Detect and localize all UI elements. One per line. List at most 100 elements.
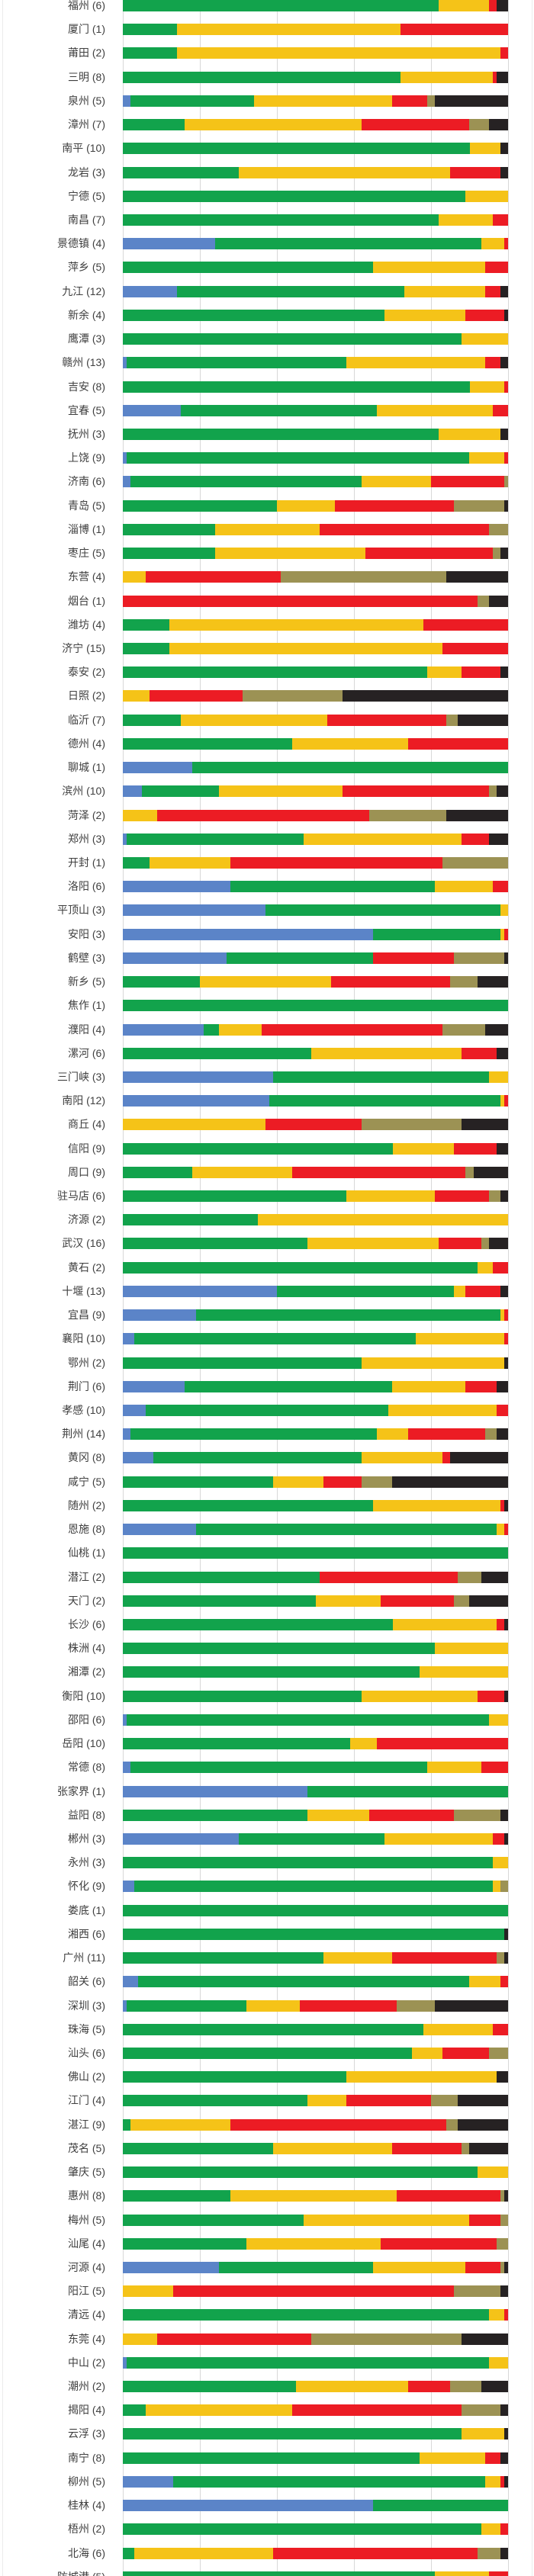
chart-row: 新乡 (5) — [0, 970, 534, 994]
bar-segment-green — [123, 1142, 393, 1155]
bar-segment-blue — [123, 1999, 127, 2012]
bar-segment-red — [492, 214, 508, 226]
stacked-bar — [123, 1214, 508, 1226]
chart-row: 九江 (12) — [0, 280, 534, 304]
bar-segment-black — [503, 1928, 508, 1940]
bar-segment-yellow — [392, 1142, 455, 1155]
bar-segment-yellow — [426, 666, 462, 679]
chart-row: 桂林 (4) — [0, 2494, 534, 2517]
bar-segment-blue — [123, 833, 127, 845]
bar-segment-blue — [123, 452, 127, 464]
bar-segment-green — [127, 2356, 489, 2369]
bar-segment-blue — [123, 1095, 269, 1107]
chart-row: 吉安 (8) — [0, 375, 534, 399]
row-label: 潍坊 (4) — [68, 618, 105, 631]
row-label: 南宁 (8) — [68, 2451, 105, 2464]
row-label: 青岛 (5) — [68, 499, 105, 512]
bar-segment-green — [123, 618, 169, 631]
row-label: 滨州 (10) — [62, 785, 105, 798]
chart-row: 漯河 (6) — [0, 1042, 534, 1065]
chart-row: 湛江 (9) — [0, 2113, 534, 2137]
row-label: 漯河 (6) — [68, 1046, 105, 1059]
bar-segment-black — [342, 690, 508, 702]
chart-row: 潜江 (2) — [0, 1566, 534, 1589]
bar-segment-green — [138, 1976, 470, 1988]
row-label: 荆州 (14) — [62, 1428, 105, 1441]
bar-segment-green — [123, 119, 185, 131]
chart-row: 青岛 (5) — [0, 494, 534, 518]
bar-segment-yellow — [323, 1952, 393, 1964]
bar-segment-green — [123, 214, 439, 226]
bar-segment-blue — [123, 2500, 374, 2512]
chart-row: 深圳 (3) — [0, 1994, 534, 2018]
bar-segment-black — [503, 499, 508, 512]
stacked-bar — [123, 642, 508, 654]
row-label: 湛江 (9) — [68, 2118, 105, 2131]
bar-segment-red — [465, 309, 504, 321]
bar-segment-black — [435, 95, 508, 107]
bar-segment-green — [123, 1261, 478, 1274]
bar-segment-red — [503, 1333, 508, 1345]
bar-segment-yellow — [435, 1643, 508, 1655]
bar-segment-black — [503, 1619, 508, 1630]
row-label: 鹤壁 (3) — [68, 951, 105, 964]
chart-row: 濮阳 (4) — [0, 1018, 534, 1042]
bar-segment-red — [503, 1524, 508, 1536]
bar-segment-green — [123, 2214, 304, 2226]
bar-segment-tan — [462, 2404, 500, 2417]
plot-border-left — [2, 0, 3, 2576]
row-label: 珠海 (5) — [68, 2022, 105, 2035]
bar-segment-red — [362, 119, 470, 131]
stacked-bar — [123, 1976, 508, 1988]
bar-segment-yellow — [277, 499, 335, 512]
bar-segment-green — [123, 976, 200, 988]
bar-segment-blue — [123, 785, 143, 798]
bar-segment-yellow — [435, 881, 493, 893]
stacked-bar — [123, 1023, 508, 1036]
row-label: 岳阳 (10) — [62, 1737, 105, 1750]
stacked-bar — [123, 190, 508, 202]
stacked-bar — [123, 2118, 508, 2131]
bar-segment-green — [142, 785, 220, 798]
bar-segment-black — [496, 785, 508, 798]
bar-segment-green — [238, 1832, 385, 1845]
chart-row: 肇庆 (5) — [0, 2160, 534, 2184]
bar-segment-yellow — [169, 618, 423, 631]
stacked-bar — [123, 1071, 508, 1083]
chart-row: 仙桃 (1) — [0, 1541, 534, 1565]
chart-row: 抚州 (3) — [0, 422, 534, 446]
chart-row: 永州 (3) — [0, 1851, 534, 1874]
bar-segment-yellow — [500, 904, 508, 917]
bar-segment-green — [123, 1047, 312, 1059]
bar-segment-blue — [123, 1762, 131, 1774]
bar-segment-red — [500, 2475, 504, 2488]
bar-segment-green — [123, 262, 374, 274]
bar-segment-red — [500, 2523, 508, 2536]
row-label: 黄冈 (8) — [68, 1451, 105, 1464]
row-label: 黄石 (2) — [68, 1261, 105, 1274]
bar-segment-green — [123, 1595, 316, 1607]
bar-segment-red — [484, 2452, 500, 2464]
stacked-bar — [123, 1000, 508, 1012]
stacked-bar — [123, 881, 508, 893]
row-label: 南阳 (12) — [62, 1094, 105, 1107]
bar-segment-green — [123, 1952, 323, 1964]
bar-segment-red — [500, 47, 508, 59]
bar-segment-yellow — [484, 2475, 500, 2488]
bar-segment-black — [500, 357, 508, 369]
bar-segment-yellow — [492, 1881, 500, 1893]
row-label: 新余 (4) — [68, 308, 105, 321]
chart-row: 萍乡 (5) — [0, 255, 534, 279]
bar-segment-yellow — [423, 2023, 493, 2035]
chart-row: 南宁 (8) — [0, 2446, 534, 2470]
bar-segment-red — [272, 2547, 478, 2559]
bar-segment-blue — [123, 1285, 277, 1297]
bar-segment-black — [500, 429, 508, 440]
bar-segment-blue — [123, 762, 192, 773]
chart-row: 济南 (6) — [0, 470, 534, 493]
bar-segment-red — [342, 785, 489, 798]
bar-segment-green — [123, 1928, 504, 1940]
row-label: 濮阳 (4) — [68, 1023, 105, 1036]
bar-segment-blue — [123, 285, 177, 297]
chart-row: 焦作 (1) — [0, 994, 534, 1017]
